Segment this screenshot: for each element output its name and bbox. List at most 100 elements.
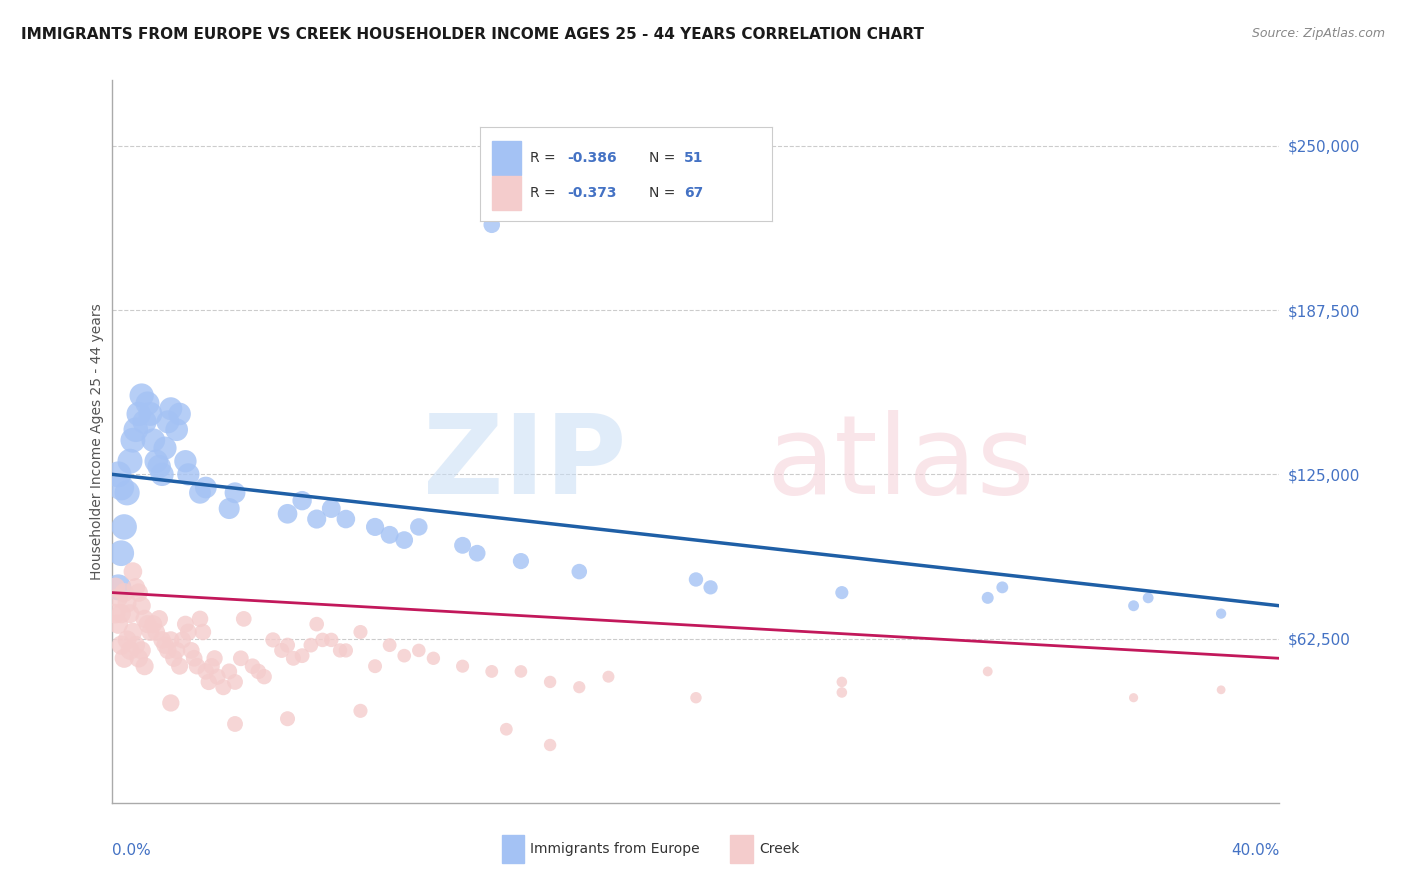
Point <box>685 573 707 587</box>
Point <box>139 407 162 421</box>
Point <box>568 565 591 579</box>
Point <box>104 580 127 594</box>
Point <box>465 546 488 560</box>
Point <box>224 717 246 731</box>
Point <box>349 704 371 718</box>
Point <box>299 638 322 652</box>
Point <box>976 591 998 605</box>
Point <box>451 659 474 673</box>
Point <box>166 643 188 657</box>
Point <box>131 599 153 613</box>
Point <box>107 591 129 605</box>
Point <box>160 632 183 647</box>
Point <box>364 520 387 534</box>
Point <box>291 493 314 508</box>
Point <box>131 643 153 657</box>
Point <box>685 690 707 705</box>
Point <box>378 638 401 652</box>
Point <box>253 670 276 684</box>
Point <box>160 696 183 710</box>
Point <box>134 612 156 626</box>
Point <box>115 485 138 500</box>
Point <box>224 485 246 500</box>
Point <box>110 481 132 495</box>
Point <box>160 401 183 416</box>
Point <box>122 434 145 448</box>
Point <box>1209 682 1232 697</box>
Point <box>153 441 176 455</box>
Point <box>118 643 141 657</box>
Point <box>305 512 328 526</box>
Text: atlas: atlas <box>766 409 1035 516</box>
Point <box>224 675 246 690</box>
Point <box>150 467 173 482</box>
Point <box>197 675 219 690</box>
Point <box>177 467 200 482</box>
Point <box>169 659 191 673</box>
Point <box>186 659 208 673</box>
Point <box>1137 591 1160 605</box>
Point <box>831 585 853 599</box>
Point <box>136 617 159 632</box>
Point <box>153 638 176 652</box>
Point <box>538 675 561 690</box>
Text: IMMIGRANTS FROM EUROPE VS CREEK HOUSEHOLDER INCOME AGES 25 - 44 YEARS CORRELATIO: IMMIGRANTS FROM EUROPE VS CREEK HOUSEHOL… <box>21 27 924 42</box>
Point <box>276 507 298 521</box>
Point <box>163 651 186 665</box>
Text: 0.0%: 0.0% <box>112 843 152 857</box>
Point <box>156 643 179 657</box>
Point <box>204 651 226 665</box>
Point <box>122 565 145 579</box>
Point <box>110 546 132 560</box>
Point <box>394 648 416 663</box>
Point <box>321 501 343 516</box>
Point <box>156 415 179 429</box>
Point <box>335 643 357 657</box>
Point <box>169 407 191 421</box>
Point <box>394 533 416 547</box>
Point <box>207 670 229 684</box>
Point <box>191 625 214 640</box>
Point <box>218 665 240 679</box>
Point <box>134 659 156 673</box>
Text: 40.0%: 40.0% <box>1232 843 1279 857</box>
Point <box>408 520 430 534</box>
Point <box>247 665 270 679</box>
Point <box>177 625 200 640</box>
Point <box>568 680 591 694</box>
Point <box>422 651 444 665</box>
Y-axis label: Householder Income Ages 25 - 44 years: Householder Income Ages 25 - 44 years <box>90 303 104 580</box>
Text: Source: ZipAtlas.com: Source: ZipAtlas.com <box>1251 27 1385 40</box>
Point <box>145 625 167 640</box>
Point <box>495 723 517 737</box>
Point <box>188 485 211 500</box>
Point <box>598 670 620 684</box>
Point <box>172 632 194 647</box>
Point <box>180 643 202 657</box>
Point <box>329 643 352 657</box>
Point <box>188 612 211 626</box>
Point <box>122 625 145 640</box>
Point <box>242 659 264 673</box>
Point <box>1209 607 1232 621</box>
Point <box>1122 690 1144 705</box>
Point <box>538 738 561 752</box>
Point <box>131 388 153 402</box>
Point <box>831 685 853 699</box>
Point <box>107 467 129 482</box>
Point <box>148 459 170 474</box>
Point <box>128 407 150 421</box>
Point <box>110 638 132 652</box>
Point <box>134 415 156 429</box>
Point <box>183 651 205 665</box>
Point <box>150 632 173 647</box>
Point <box>232 612 254 626</box>
Point <box>1122 599 1144 613</box>
Point <box>699 580 721 594</box>
Point <box>104 607 127 621</box>
Point <box>112 585 135 599</box>
Point <box>128 651 150 665</box>
Point <box>283 651 305 665</box>
Point <box>212 680 235 694</box>
Point <box>166 423 188 437</box>
